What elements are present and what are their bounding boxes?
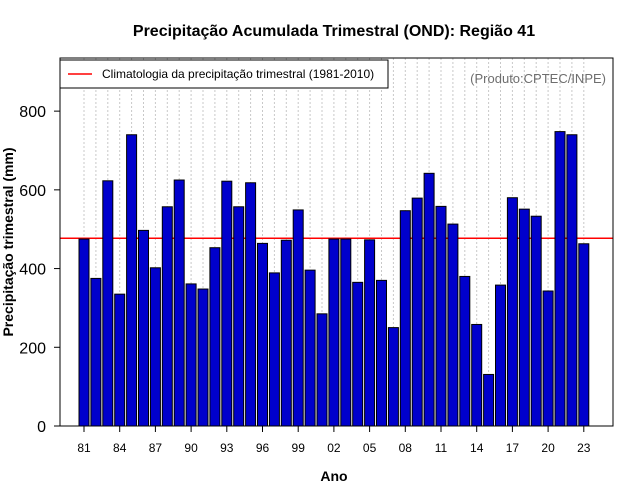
bar-00 xyxy=(304,269,316,427)
y-axis-title: Precipitação trimestral (mm) xyxy=(0,147,16,336)
bar-88 xyxy=(161,206,173,427)
bar-15 xyxy=(483,373,495,427)
y-tick-label: 200 xyxy=(19,340,46,357)
bar-85 xyxy=(126,134,138,427)
bar-01 xyxy=(316,313,328,427)
y-tick-label: 400 xyxy=(19,262,46,279)
bar-23 xyxy=(578,243,590,427)
bar-92 xyxy=(209,247,221,427)
bar-84 xyxy=(114,293,126,427)
bar-07 xyxy=(387,327,399,427)
bar-04 xyxy=(352,281,364,427)
bar-06 xyxy=(376,279,387,427)
y-axis: 0 200 400 600 800 xyxy=(19,104,60,436)
bar-86 xyxy=(138,229,149,427)
x-tick-label: 99 xyxy=(292,441,306,455)
source-label: (Produto:CPTEC/INPE) xyxy=(470,71,606,86)
x-tick-label: 05 xyxy=(363,441,377,455)
bar-03 xyxy=(340,238,352,427)
bar-22 xyxy=(566,134,578,427)
bar-08 xyxy=(399,210,411,427)
bar-17 xyxy=(506,197,518,427)
bar-93 xyxy=(221,180,233,427)
x-tick-label: 81 xyxy=(77,441,91,455)
bar-90 xyxy=(185,283,197,427)
x-tick-label: 11 xyxy=(435,441,448,455)
bar-89 xyxy=(173,179,185,427)
bar-19 xyxy=(530,215,542,427)
bar-14 xyxy=(471,323,483,427)
chart-title: Precipitação Acumulada Trimestral (OND):… xyxy=(133,23,535,40)
bar-81 xyxy=(78,238,90,427)
x-tick-label: 20 xyxy=(541,441,555,455)
plot-frame xyxy=(59,57,614,427)
bar-10 xyxy=(423,172,435,427)
y-tick-label: 0 xyxy=(37,419,46,436)
y-tick-label: 600 xyxy=(19,183,46,200)
bar-97 xyxy=(268,272,280,427)
bar-87 xyxy=(149,267,161,427)
bar-09 xyxy=(411,197,423,427)
x-tick-label: 02 xyxy=(327,441,341,455)
bar-13 xyxy=(459,275,471,427)
legend-label: Climatologia da precipitação trimestral … xyxy=(102,67,374,81)
bars xyxy=(78,131,590,427)
x-axis: 81 84 87 90 93 96 99 02 05 08 11 14 17 20 23 xyxy=(77,426,591,455)
x-tick-label: 87 xyxy=(149,441,163,455)
x-tick-label: 84 xyxy=(113,441,127,455)
bar-83 xyxy=(102,180,114,427)
bar-95 xyxy=(245,182,257,427)
bar-82 xyxy=(90,277,102,427)
bar-18 xyxy=(518,208,530,427)
x-tick-label: 93 xyxy=(220,441,234,455)
bar-91 xyxy=(197,288,209,427)
bar-94 xyxy=(233,206,245,427)
x-tick-label: 17 xyxy=(506,441,520,455)
bar-99 xyxy=(292,209,304,427)
bar-98 xyxy=(280,239,292,427)
bar-05 xyxy=(364,239,376,427)
legend-box xyxy=(59,59,389,89)
bar-11 xyxy=(435,205,447,427)
bar-96 xyxy=(257,242,268,427)
x-tick-label: 08 xyxy=(399,441,413,455)
x-axis-title: Ano xyxy=(320,468,347,484)
x-tick-label: 96 xyxy=(256,441,270,455)
bar-20 xyxy=(542,290,554,427)
bar-16 xyxy=(495,284,506,427)
bar-02 xyxy=(328,238,340,427)
x-tick-label: 90 xyxy=(184,441,198,455)
y-tick-label: 800 xyxy=(19,104,46,121)
x-tick-label: 23 xyxy=(577,441,591,455)
bar-12 xyxy=(447,223,459,427)
x-tick-label: 14 xyxy=(470,441,484,455)
bar-21 xyxy=(554,131,566,427)
legend: Climatologia da precipitação trimestral … xyxy=(59,59,389,89)
